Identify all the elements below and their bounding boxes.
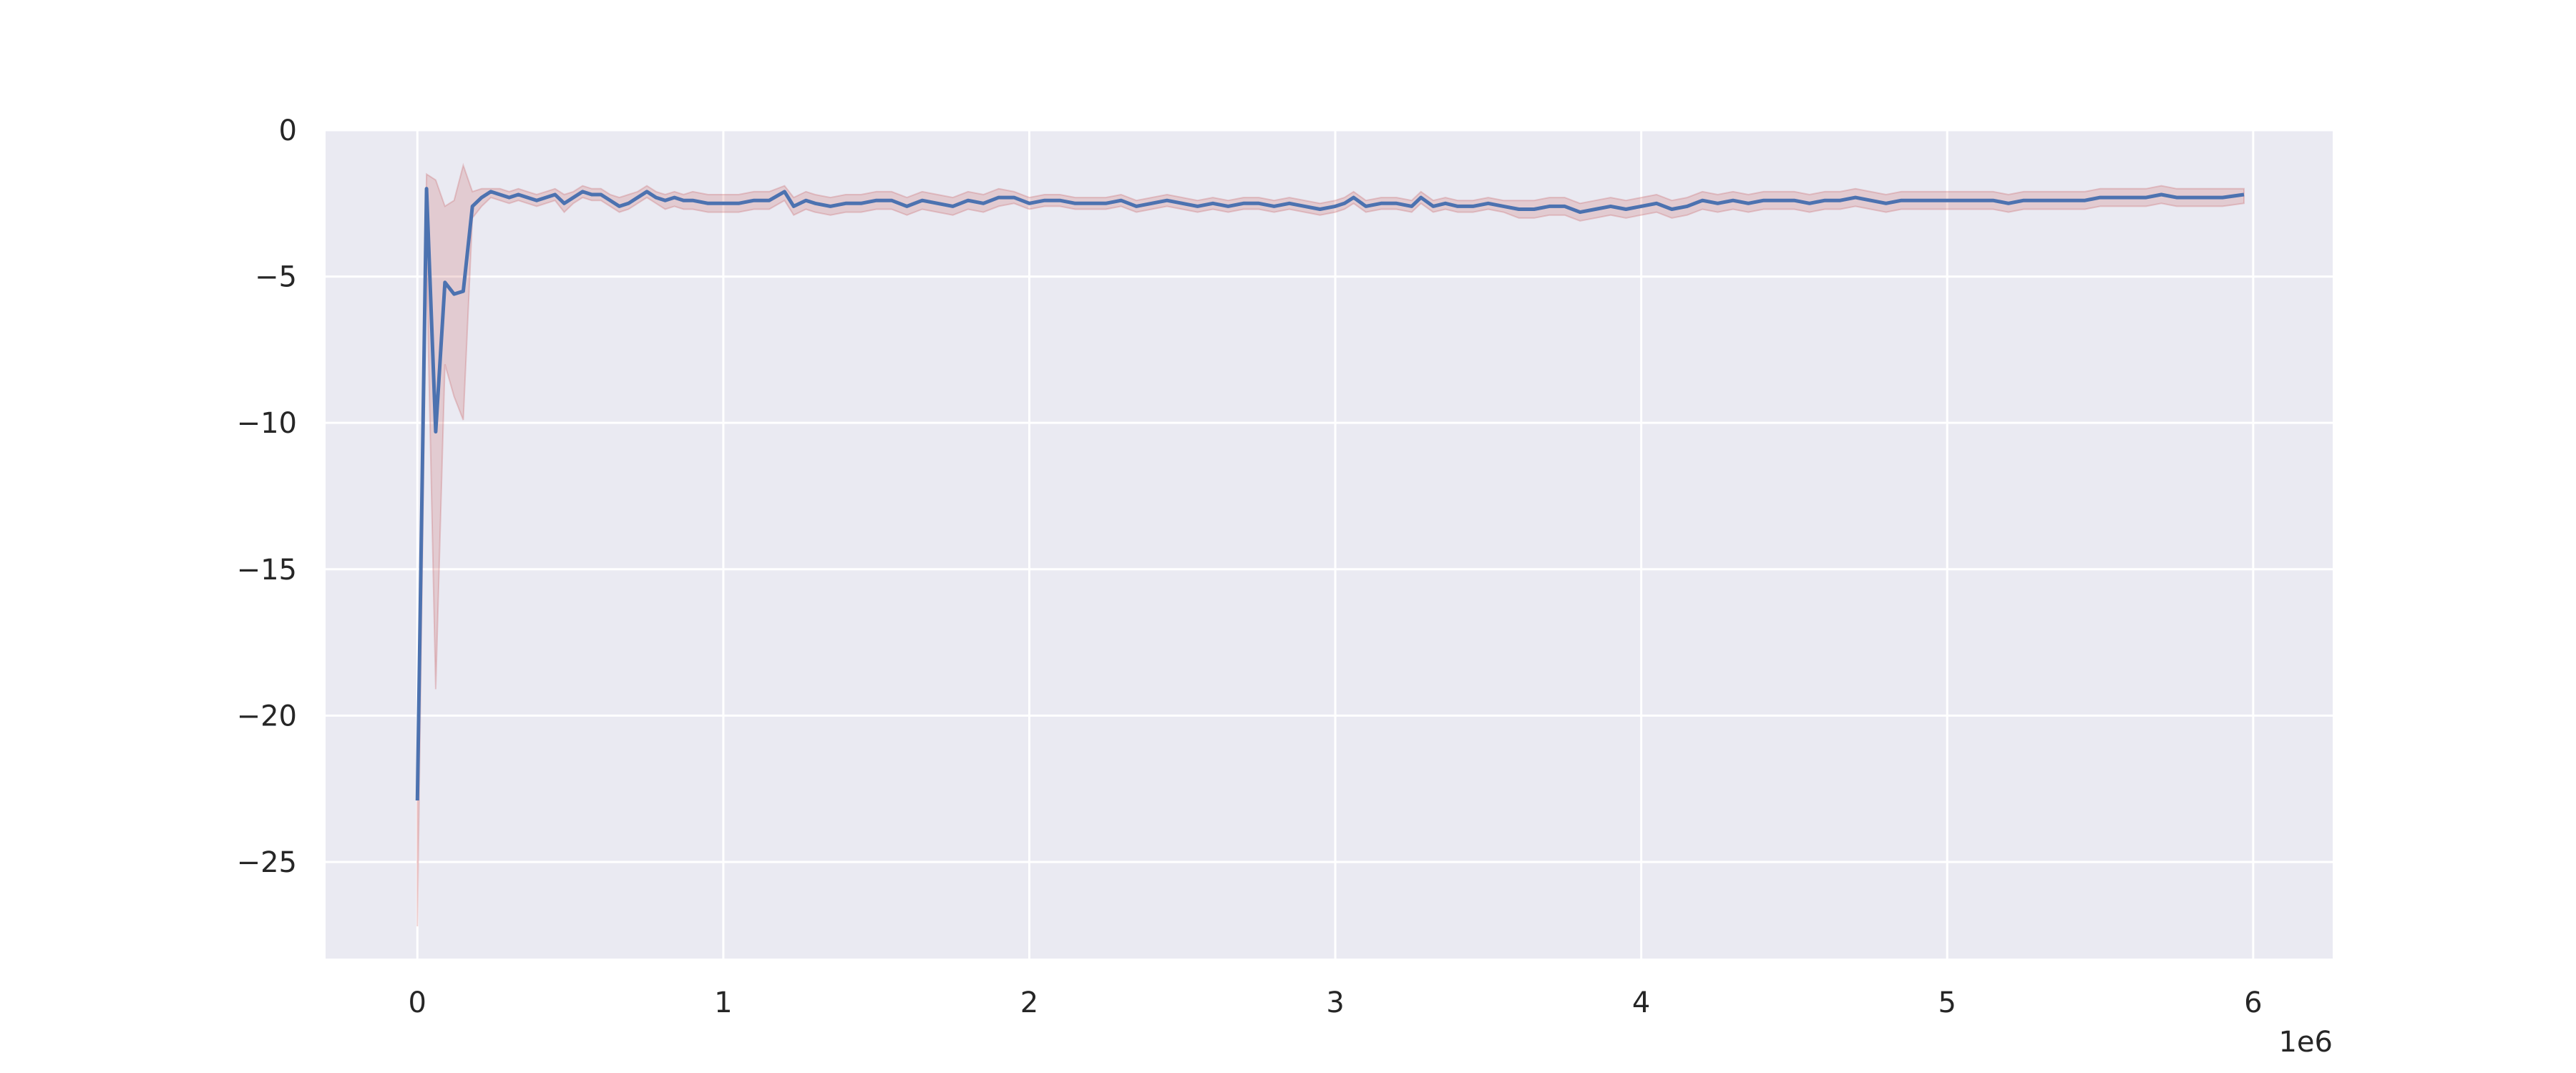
y-tick-label: −20: [237, 700, 297, 733]
plot-background: [326, 130, 2333, 959]
y-tick-label: −25: [237, 846, 297, 879]
grid-lines: [326, 129, 2333, 959]
y-tick-label: −10: [237, 407, 297, 440]
x-tick-label: 5: [1938, 986, 1956, 1019]
x-tick-label: 4: [1632, 986, 1650, 1019]
y-tick-label: 0: [279, 114, 297, 147]
x-tick-label: 2: [1020, 986, 1038, 1019]
y-tick-label: −15: [237, 554, 297, 587]
series-line: [415, 187, 2245, 801]
x-tick-label: 1: [714, 986, 732, 1019]
confidence-band: [416, 162, 2245, 927]
x-tick-labels: 0 1 2 3 4 5 6: [409, 986, 2263, 1019]
x-tick-label: 3: [1326, 986, 1344, 1019]
x-tick-label: 0: [409, 986, 426, 1019]
y-tick-labels: 0 −5 −10 −15 −20 −25: [237, 114, 297, 879]
x-axis-offset-label: 1e6: [2278, 1026, 2333, 1059]
x-tick-label: 6: [2244, 986, 2262, 1019]
y-tick-label: −5: [255, 261, 297, 294]
